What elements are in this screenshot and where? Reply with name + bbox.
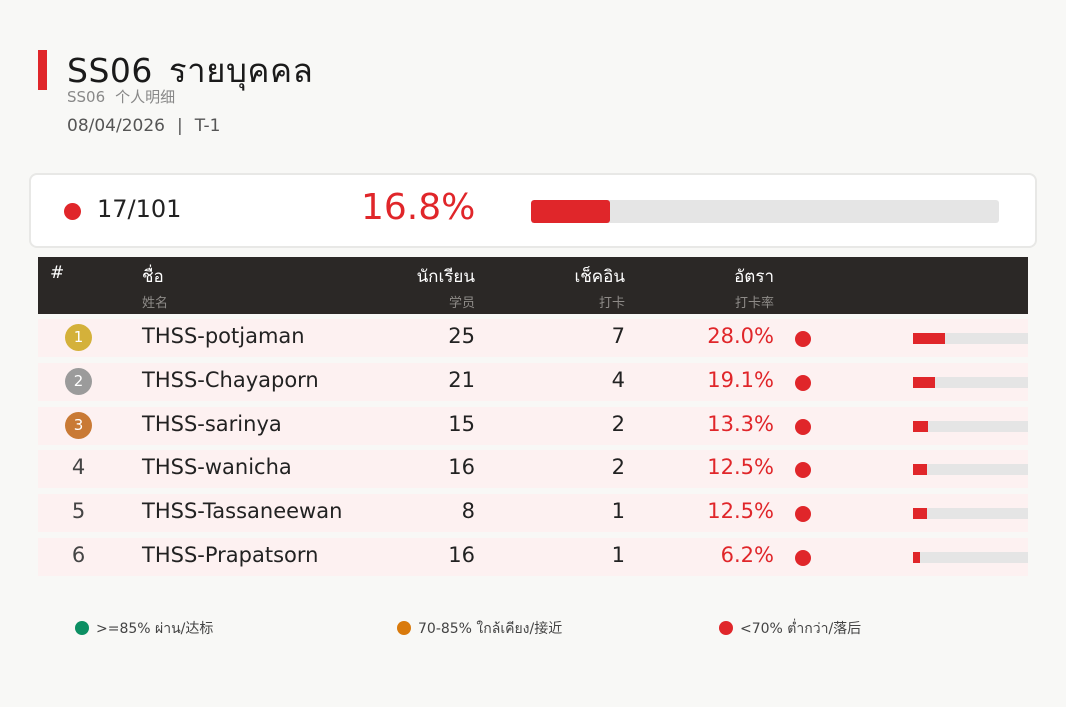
row-rate-bar [913, 552, 1028, 563]
row-status-dot [795, 331, 811, 347]
row-name: THSS-Tassaneewan [142, 499, 343, 524]
row-status-dot [795, 418, 811, 435]
accent-bar [38, 50, 47, 90]
row-rate: 12.5% [707, 499, 774, 524]
col-rank: # [50, 263, 64, 283]
report-period: T-1 [194, 116, 221, 136]
rank-number: 4 [71, 455, 86, 480]
row-rate-bar [913, 333, 1028, 344]
row-status-dot [795, 506, 811, 523]
col-checkins-label: เช็คอิน [574, 267, 625, 287]
legend-near-dot [397, 621, 411, 635]
col-rate-label: อัตรา [734, 267, 774, 287]
date-separator: | [176, 116, 183, 136]
summary-progress-fill [531, 200, 610, 223]
row-rate: 19.1% [707, 367, 774, 392]
summary-status-dot [64, 203, 81, 220]
row-rate-fill [913, 552, 920, 563]
subtitle-code: SS06 [67, 88, 106, 106]
page-title-text: รายบุคคล [168, 51, 314, 90]
row-rate-bar [913, 420, 1028, 432]
table-header: # ชื่อ 姓名 นักเรียน 学员 เช็คอิน 打卡 อัตรา 打… [38, 257, 1028, 314]
col-checkins: เช็คอิน 打卡 [574, 263, 625, 311]
summary-card: 17/101 16.8% [29, 173, 1037, 248]
row-checkins: 1 [611, 499, 625, 524]
row-rate: 13.3% [707, 411, 774, 436]
row-checkins: 7 [611, 324, 625, 348]
row-status-dot [795, 550, 811, 566]
table-row: 2 THSS-Chayaporn 21 4 19.1% [38, 362, 1028, 401]
col-students-label: นักเรียน [416, 267, 475, 287]
col-name-sub: 姓名 [142, 296, 169, 311]
table-row: 1 THSS-potjaman 25 7 28.0% [38, 319, 1028, 357]
row-rate-fill [913, 420, 928, 432]
rank-medal-badge: 1 [65, 324, 92, 351]
summary-count: 17/101 [97, 195, 182, 223]
legend-pass-dot [75, 621, 89, 635]
row-checkins: 2 [611, 455, 625, 480]
row-students: 8 [461, 499, 475, 524]
row-name: THSS-potjaman [142, 324, 305, 348]
summary-progress-bar [531, 200, 999, 223]
legend-behind-label: <70% ต่ำกว่า/落后 [740, 621, 862, 637]
row-name: THSS-Prapatsorn [142, 543, 319, 567]
page-title-code: SS06 [67, 51, 153, 90]
date-line: 08/04/2026 | T-1 [67, 116, 221, 136]
col-students-sub: 学员 [448, 296, 475, 311]
row-name: THSS-sarinya [142, 411, 282, 436]
row-students: 15 [448, 411, 475, 436]
row-status-dot [795, 462, 811, 479]
rank-number: 5 [71, 499, 86, 524]
col-checkins-sub: 打卡 [598, 296, 625, 311]
page-title: SS06 รายบุคคล [67, 44, 313, 97]
row-rate-fill [913, 508, 927, 520]
row-students: 21 [448, 367, 475, 392]
legend-behind: <70% ต่ำกว่า/落后 [719, 618, 861, 640]
row-rate-bar [913, 464, 1028, 476]
report-date: 08/04/2026 [67, 116, 165, 136]
row-students: 25 [448, 324, 475, 348]
row-students: 16 [448, 455, 475, 480]
page-subtitle: SS06 个人明细 [67, 86, 175, 107]
legend-near: 70-85% ใกล้เคียง/接近 [397, 618, 562, 640]
legend-pass-label: >=85% ผ่าน/达标 [96, 621, 214, 637]
row-checkins: 4 [611, 367, 625, 392]
subtitle-text: 个人明细 [115, 88, 176, 106]
col-name: ชื่อ 姓名 [142, 263, 168, 311]
row-checkins: 1 [611, 543, 625, 567]
col-rate-sub: 打卡率 [734, 296, 774, 311]
table-row: 4 THSS-wanicha 16 2 12.5% [38, 450, 1028, 489]
table-row: 3 THSS-sarinya 15 2 13.3% [38, 406, 1028, 445]
row-name: THSS-wanicha [142, 455, 292, 480]
col-rank-label: # [50, 263, 65, 283]
col-name-label: ชื่อ [142, 267, 164, 287]
row-rate-fill [913, 464, 927, 476]
col-rate: อัตรา 打卡率 [734, 263, 774, 311]
rank-medal-badge: 2 [65, 367, 92, 395]
col-students: นักเรียน 学员 [417, 263, 475, 311]
row-checkins: 2 [611, 411, 625, 436]
rank-number: 6 [71, 543, 86, 567]
summary-percent: 16.8% [361, 187, 476, 228]
legend-pass: >=85% ผ่าน/达标 [75, 618, 213, 640]
row-rate-fill [913, 376, 935, 388]
row-students: 16 [448, 543, 475, 567]
legend-near-label: 70-85% ใกล้เคียง/接近 [418, 621, 563, 637]
rank-medal-badge: 3 [65, 411, 92, 439]
legend-behind-dot [719, 621, 733, 635]
row-rate: 6.2% [720, 543, 774, 567]
row-rate-bar [913, 508, 1028, 520]
row-rate: 28.0% [707, 324, 774, 348]
table-row: 6 THSS-Prapatsorn 16 1 6.2% [38, 538, 1028, 576]
row-rate-fill [913, 333, 945, 344]
ranking-table: # ชื่อ 姓名 นักเรียน 学员 เช็คอิน 打卡 อัตรา 打… [38, 257, 1028, 576]
row-name: THSS-Chayaporn [142, 367, 319, 392]
table-row: 5 THSS-Tassaneewan 8 1 12.5% [38, 494, 1028, 533]
row-rate-bar [913, 376, 1028, 388]
row-status-dot [795, 374, 811, 391]
row-rate: 12.5% [707, 455, 774, 480]
